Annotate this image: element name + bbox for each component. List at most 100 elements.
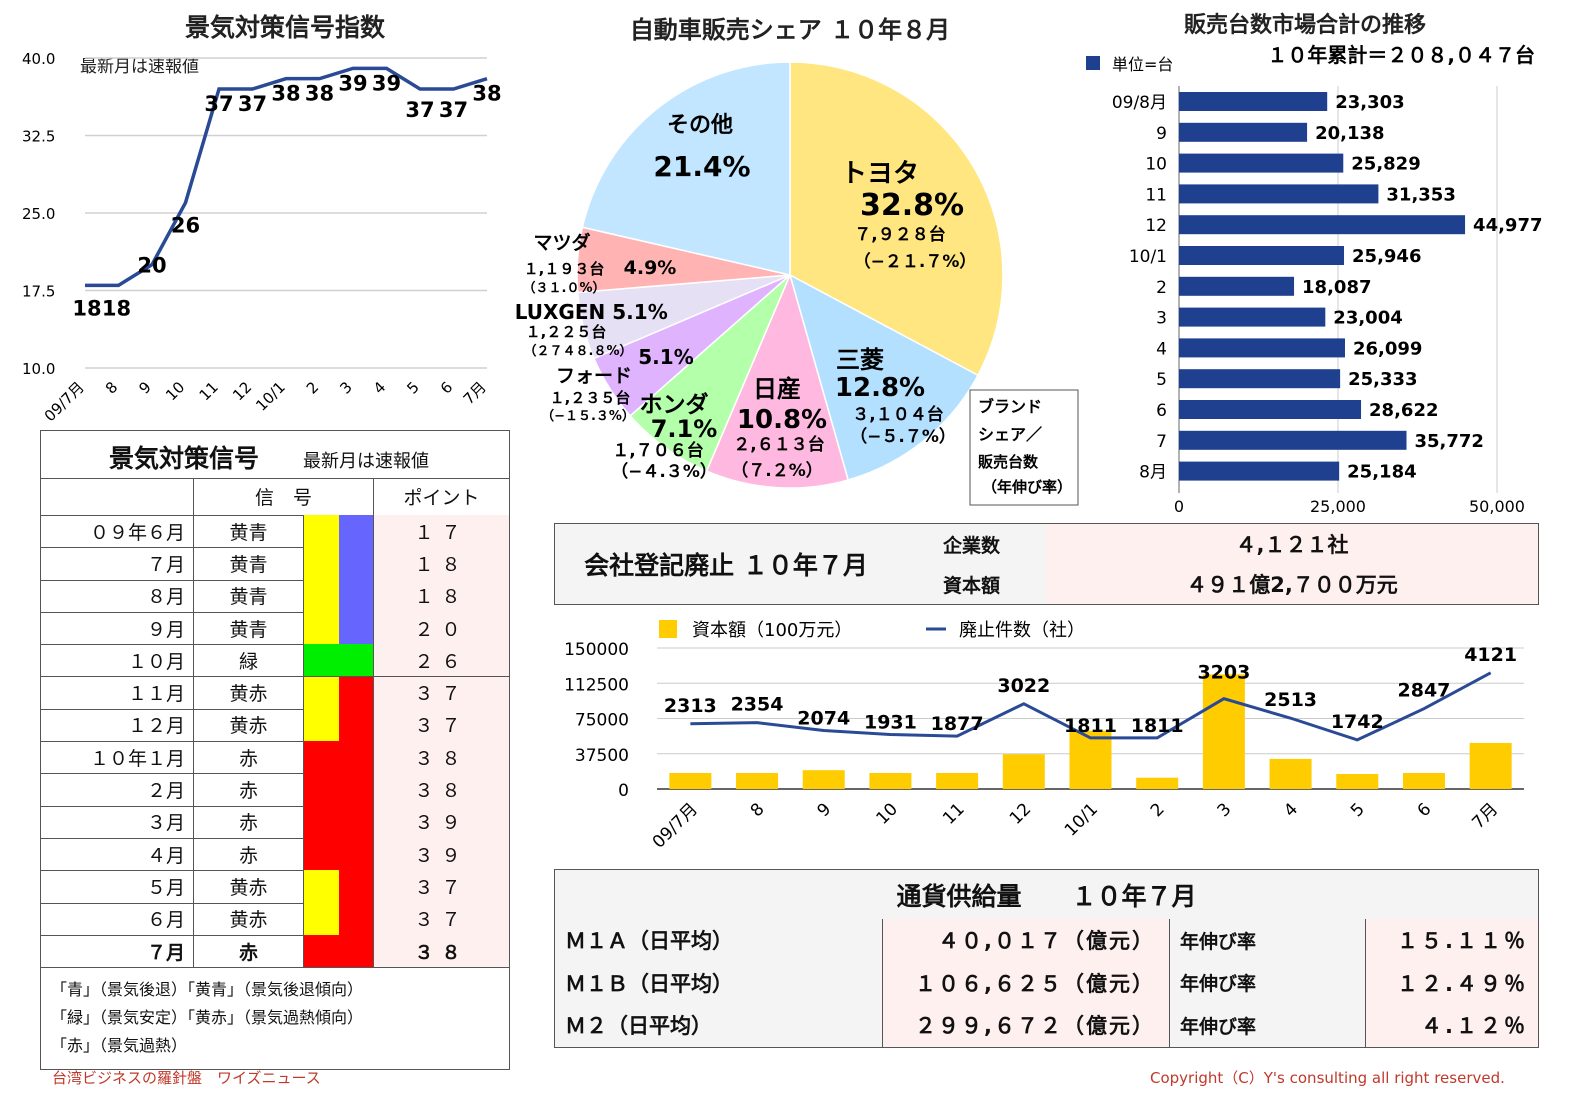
closure-count-label: 1742: [1331, 711, 1384, 733]
signal-point: １８: [374, 547, 509, 580]
money-rate: ４.１２％: [1366, 1004, 1538, 1047]
pie-label: （２７４８.８%）: [524, 343, 633, 359]
signal-month: ９月: [41, 611, 194, 645]
signal-color-1: [304, 934, 339, 968]
capital-bar: [669, 773, 712, 789]
signal-color-1: [304, 805, 339, 838]
bar: [1179, 153, 1344, 173]
data-label: 44,977: [1473, 215, 1542, 236]
money-name: Ｍ１Ａ（日平均）: [555, 919, 883, 962]
data-label: 37: [405, 98, 434, 122]
signal-month: ５月: [41, 870, 194, 903]
data-label: 25,184: [1347, 462, 1416, 483]
signal-name: 赤: [194, 805, 304, 838]
market-total-bar-chart: 販売台数市場合計の推移 単位=台 １０年累計＝２０８,０４７台 0 25,000 5…: [1086, 12, 1543, 516]
signal-color-1: [304, 515, 339, 548]
x-tick-label: 4: [370, 378, 389, 397]
signal-color: [304, 838, 374, 871]
signal-month: ８月: [41, 579, 194, 612]
signal-table-row: ５月 黄赤 ３７: [41, 870, 509, 904]
y-tick-label: 25.0: [22, 205, 55, 223]
capital-bar: [869, 773, 912, 789]
signal-color-1: [304, 838, 339, 871]
y-tick-label: 2: [1156, 278, 1167, 298]
signal-name: 黄青: [194, 547, 304, 580]
money-row: Ｍ２（日平均） ２９９,６７２（億元） 年伸び率 ４.１２％: [555, 1004, 1538, 1047]
signal-color-2: [338, 870, 373, 903]
signal-table-title: 景気対策信号: [109, 444, 260, 473]
bar: [1179, 369, 1341, 389]
pie-label: ３,１０４台: [852, 404, 943, 425]
point-col-header: ポイント: [403, 487, 480, 509]
signal-month: ７月: [41, 934, 194, 968]
money-value: ２９９,６７２（億元）: [883, 1004, 1170, 1047]
signal-color-1: [304, 741, 339, 774]
pie-label: 32.8%: [860, 188, 964, 223]
signal-month: １０月: [41, 644, 194, 677]
y-tick-label: 11: [1145, 185, 1167, 205]
x-tick-label: 7月: [460, 378, 490, 408]
data-label: 25,946: [1352, 246, 1421, 267]
capital-bar: [1202, 674, 1245, 789]
signal-index-title: 景気対策信号指数: [185, 13, 386, 42]
car-share-pie-chart: 自動車販売シェア １０年８月 トヨタ32.8%７,９２８台（−２１.７%）三菱1…: [515, 16, 1079, 506]
signal-color-1: [304, 611, 339, 645]
money-row: Ｍ１Ａ（日平均） ４０,０１７（億元） 年伸び率 １５.１１％: [555, 919, 1538, 963]
pie-legend-line-2: シェア／: [978, 425, 1042, 444]
signal-month: ２月: [41, 773, 194, 806]
pie-slice-7: [581, 61, 791, 276]
money-supply-title: 通貨供給量 １０年７月: [555, 870, 1538, 920]
x-tick-label: 10: [162, 378, 188, 404]
capital-bar: [1402, 773, 1445, 789]
signal-color: [304, 644, 374, 677]
signal-month: ６月: [41, 902, 194, 935]
data-label: 18,087: [1302, 277, 1371, 298]
bar-chart-total: １０年累計＝２０８,０４７台: [1267, 43, 1535, 67]
money-rate-label: 年伸び率: [1170, 961, 1366, 1004]
pie-legend-line-1: ブランド: [978, 397, 1042, 416]
y-tick-label: 37500: [575, 746, 629, 766]
data-label: 23,004: [1333, 308, 1402, 329]
signal-color-2: [338, 611, 373, 645]
closure-count-label: 2513: [1264, 689, 1317, 711]
data-label: 38: [472, 82, 501, 106]
x-tick-label: 3: [336, 378, 355, 397]
x-tick-label: 2: [1147, 799, 1169, 821]
signal-point: ３７: [374, 676, 509, 709]
signal-color: [304, 611, 374, 645]
pie-legend-line-3: 販売台数: [978, 453, 1039, 471]
y-tick-label: 150000: [564, 640, 629, 660]
capital-value: ４９１億2,７００万元: [1046, 564, 1538, 604]
signal-name: 黄青: [194, 579, 304, 612]
pie-label: （−１５.３%）: [541, 408, 635, 424]
signal-legend-line: 「青」（景気後退）「黄青」（景気後退傾向）: [51, 980, 364, 999]
bar: [1179, 400, 1362, 419]
capital-bar: [802, 770, 845, 789]
closure-count-line: [690, 671, 1492, 742]
signal-month: ０９年６月: [41, 515, 194, 548]
data-label: 39: [338, 71, 367, 95]
pie-label: （−２１.７%）: [854, 251, 977, 272]
signal-color-2: [338, 838, 373, 871]
x-tick-label: 3: [1214, 799, 1236, 821]
pie-slice-2: [705, 272, 850, 489]
closure-count-label: 3022: [997, 675, 1050, 697]
money-rate-label: 年伸び率: [1170, 1004, 1366, 1047]
x-tick-label: 5: [403, 378, 422, 397]
pie-label: 21.4%: [653, 150, 750, 183]
signal-color-2: [338, 741, 373, 774]
signal-name: 赤: [194, 773, 304, 806]
x-tick-label: 25,000: [1310, 497, 1366, 516]
data-label: 35,772: [1415, 431, 1484, 452]
closure-count-label: 2074: [797, 708, 850, 730]
closure-count-label: 1811: [1131, 715, 1184, 737]
signal-color: [304, 870, 374, 903]
signal-color-2: [338, 805, 373, 838]
signal-color: [304, 708, 374, 742]
money-value: １０６,６２５（億元）: [883, 961, 1170, 1004]
signal-table-row: ９月 黄青 ２０: [41, 611, 509, 646]
bar: [1179, 184, 1379, 204]
closure-count-label: 2354: [731, 694, 784, 716]
signal-table-row: ３月赤 ３９: [41, 805, 509, 839]
money-value: ４０,０１７（億元）: [883, 919, 1170, 962]
